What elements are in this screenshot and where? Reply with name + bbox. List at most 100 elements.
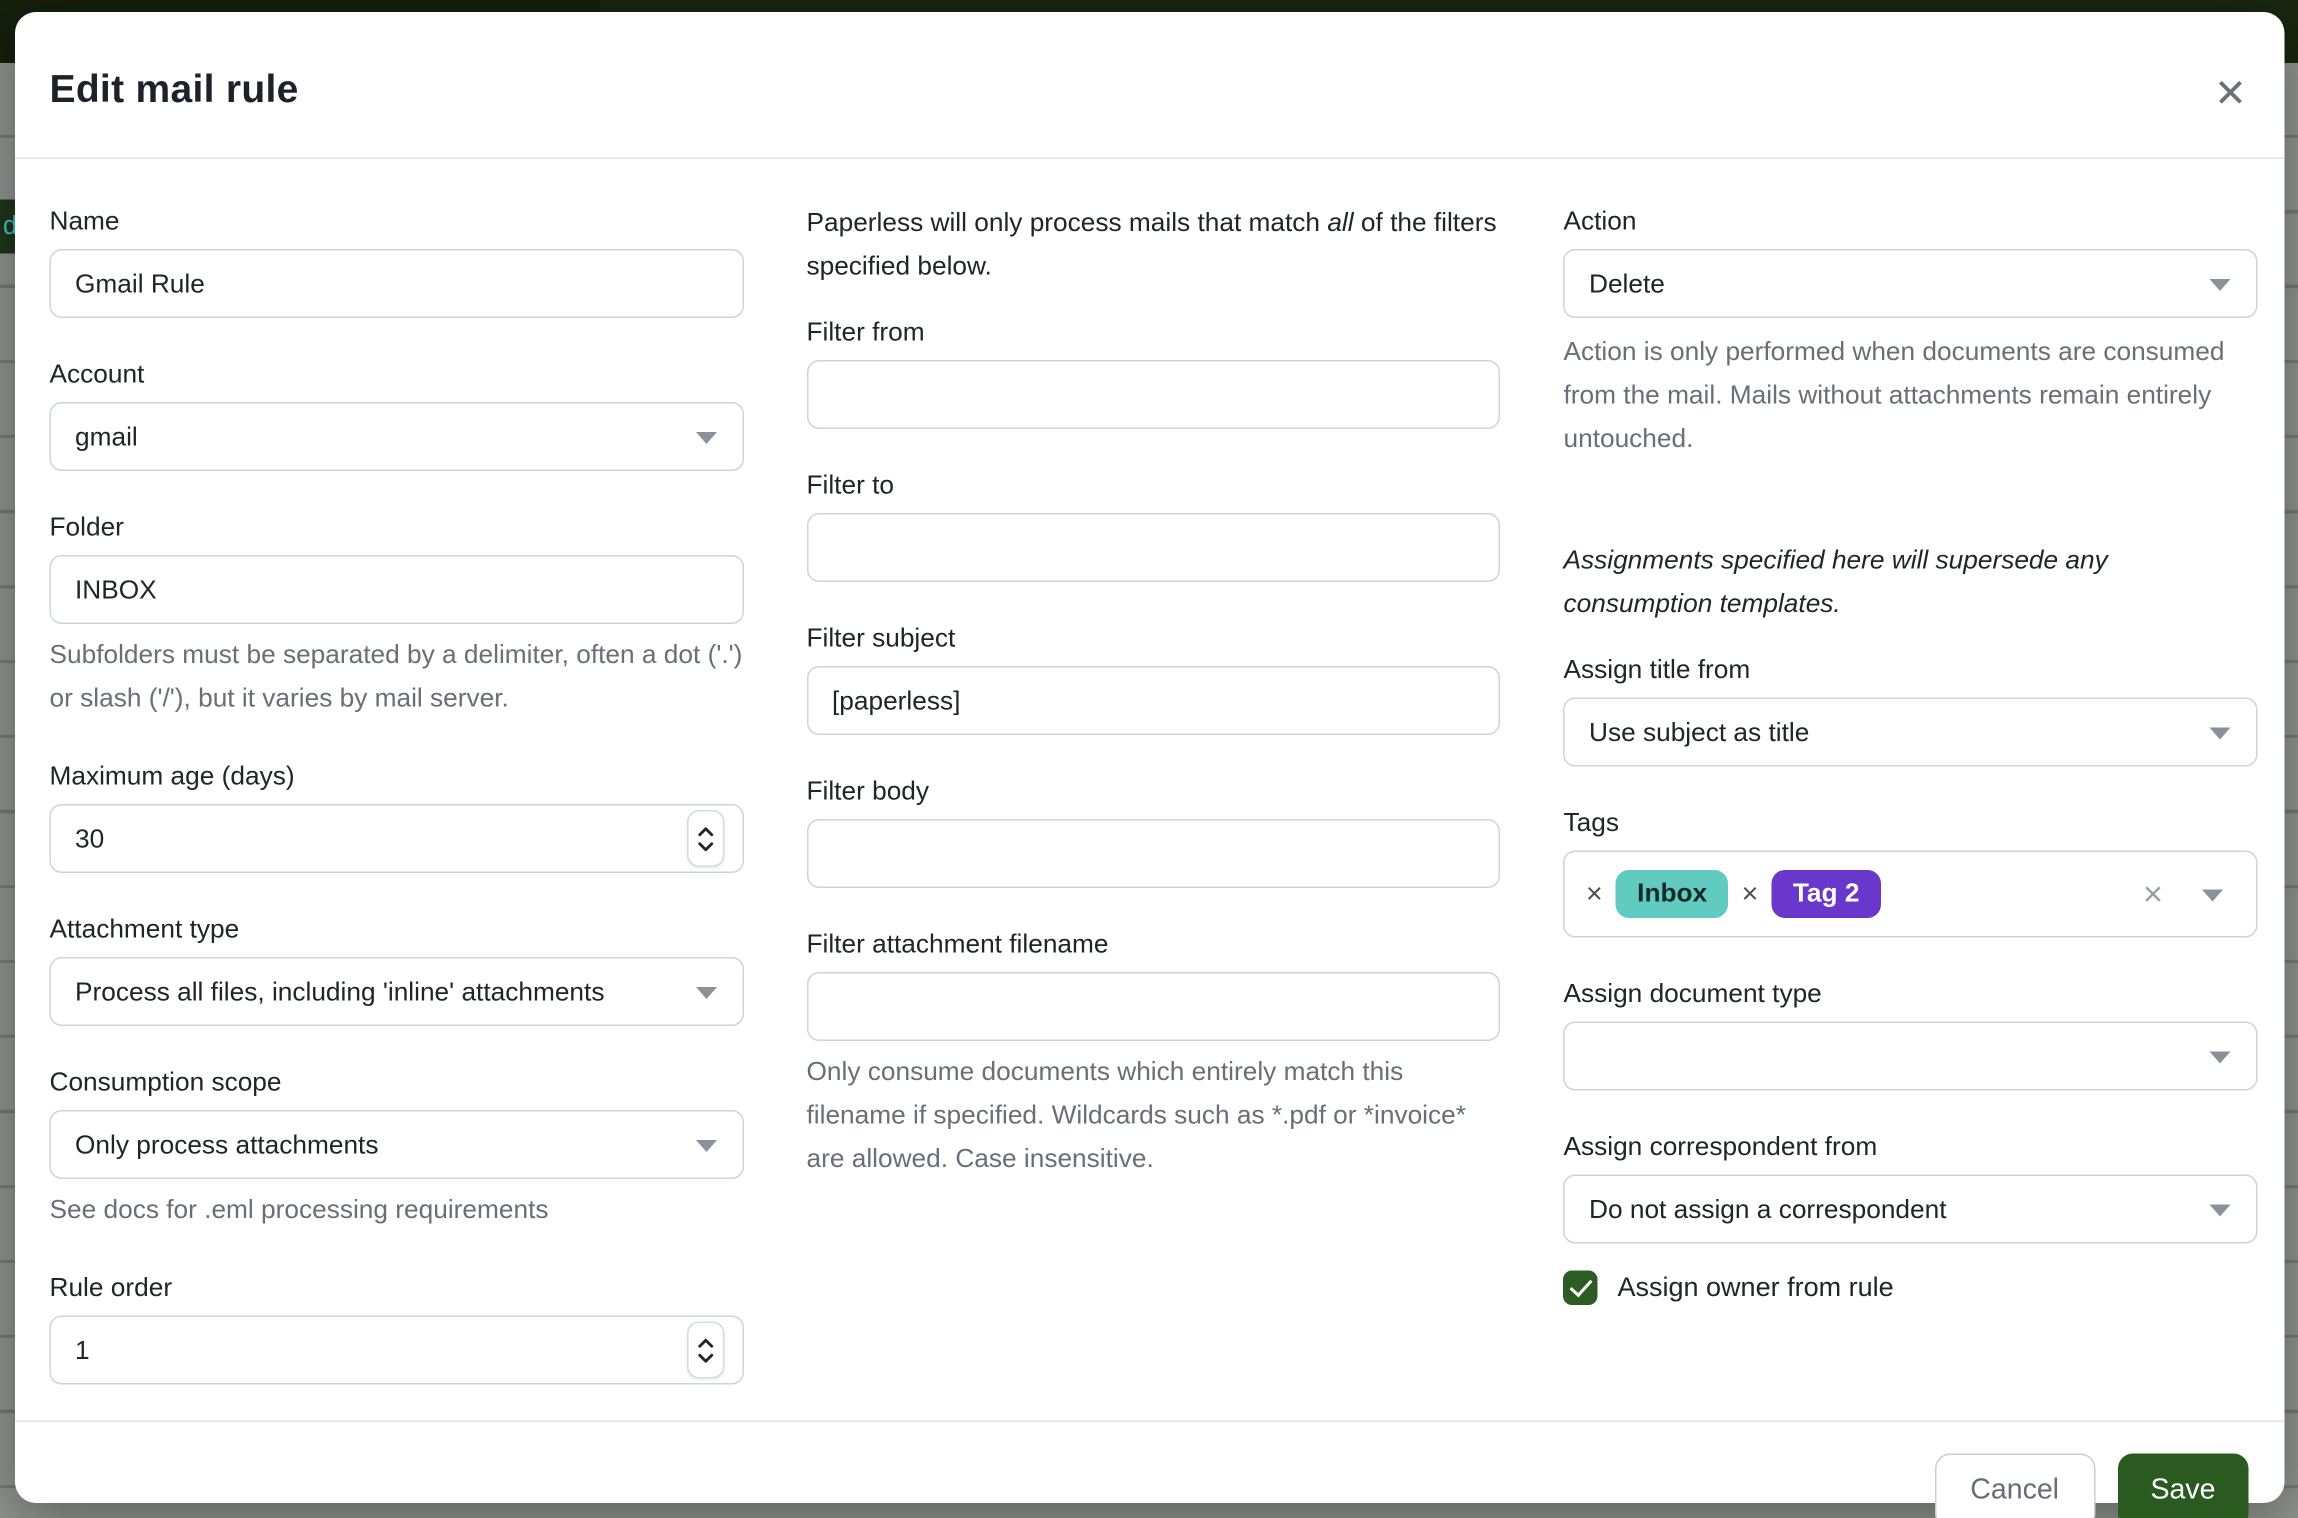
filter-to-input[interactable]: [806, 513, 1501, 582]
close-icon[interactable]: ✕: [2204, 66, 2258, 120]
field-assign-doc-type: Assign document type: [1563, 974, 2258, 1091]
filter-body-label: Filter body: [806, 775, 930, 806]
dialog-header: Edit mail rule ✕: [15, 12, 2285, 159]
field-filter-subject: Filter subject: [806, 618, 1501, 735]
field-consumption-scope: Consumption scope Only process attachmen…: [49, 1062, 744, 1232]
chevron-down-icon: [2209, 727, 2231, 740]
filter-attachment-filename-input[interactable]: [806, 972, 1501, 1041]
assignments-note: Assignments specified here will supersed…: [1563, 544, 2108, 619]
rule-order-label: Rule order: [49, 1272, 173, 1302]
action-value: Delete: [1588, 267, 1665, 298]
name-label: Name: [49, 205, 120, 236]
tags-label: Tags: [1563, 807, 1619, 837]
rule-order-input[interactable]: [49, 1315, 744, 1385]
assign-correspondent-label: Assign correspondent from: [1563, 1131, 1878, 1161]
field-action: Action Delete Action is only performed w…: [1563, 201, 2258, 461]
filter-attachment-filename-label: Filter attachment filename: [806, 928, 1109, 959]
filters-intro-text: Paperless will only process mails that m…: [806, 207, 1497, 281]
filter-subject-input[interactable]: [806, 666, 1501, 735]
assign-doc-type-label: Assign document type: [1563, 978, 1822, 1008]
chevron-down-icon: [697, 1353, 713, 1362]
filter-from-label: Filter from: [806, 316, 925, 347]
field-account: Account gmail: [49, 354, 744, 471]
chevron-down-icon: [2201, 889, 2223, 902]
save-button[interactable]: Save: [2117, 1453, 2249, 1518]
field-filter-attachment-filename: Filter attachment filename Only consume …: [806, 924, 1501, 1181]
field-rule-order: Rule order: [49, 1268, 744, 1385]
field-filter-to: Filter to: [806, 465, 1501, 582]
field-tags: Tags × Inbox × Tag 2 ×: [1563, 803, 2258, 938]
chevron-down-icon: [695, 987, 717, 999]
dialog-body: Name Account gmail Folder: [15, 159, 2285, 1421]
chevron-down-icon: [2209, 1051, 2231, 1064]
dialog-title: Edit mail rule: [49, 66, 299, 111]
attachment-type-value: Process all files, including 'inline' at…: [75, 975, 605, 1006]
tag-chip[interactable]: Inbox: [1616, 870, 1729, 918]
field-folder: Folder Subfolders must be separated by a…: [49, 507, 744, 720]
assign-correspondent-select[interactable]: Do not assign a correspondent: [1563, 1174, 2258, 1244]
consumption-scope-value: Only process attachments: [75, 1128, 379, 1159]
action-label: Action: [1563, 205, 1637, 236]
action-hint: Action is only performed when documents …: [1563, 336, 2225, 453]
chevron-down-icon: [697, 841, 713, 851]
chevron-down-icon: [2209, 1204, 2231, 1217]
assign-correspondent-value: Do not assign a correspondent: [1588, 1193, 1947, 1224]
chevron-down-icon: [695, 432, 717, 444]
folder-label: Folder: [49, 511, 124, 542]
field-assign-correspondent: Assign correspondent from Do not assign …: [1563, 1127, 2258, 1244]
clear-tags-icon[interactable]: ×: [2142, 873, 2163, 913]
remove-tag-icon[interactable]: ×: [1585, 878, 1603, 910]
tags-chips: × Inbox × Tag 2: [1585, 870, 1881, 918]
number-stepper[interactable]: [686, 810, 724, 867]
name-input[interactable]: [49, 249, 744, 318]
column-actions-assignments: Action Delete Action is only performed w…: [1563, 201, 2258, 1421]
max-age-label: Maximum age (days): [49, 760, 295, 791]
assign-doc-type-select[interactable]: [1563, 1021, 2258, 1091]
assign-title-select[interactable]: Use subject as title: [1563, 697, 2258, 767]
intro-emphasis: all: [1327, 207, 1354, 237]
assign-title-label: Assign title from: [1563, 654, 1751, 684]
chevron-down-icon: [2209, 279, 2231, 291]
column-filters: Paperless will only process mails that m…: [806, 201, 1501, 1421]
folder-input[interactable]: [49, 555, 744, 624]
filter-from-input[interactable]: [806, 360, 1501, 429]
edit-mail-rule-dialog: Edit mail rule ✕ Name Account gmail: [15, 12, 2285, 1518]
field-max-age: Maximum age (days): [49, 756, 744, 873]
field-name: Name: [49, 201, 744, 318]
field-assign-title: Assign title from Use subject as title: [1563, 650, 2258, 767]
assign-owner-checkbox[interactable]: [1563, 1270, 1598, 1305]
number-stepper[interactable]: [686, 1321, 724, 1379]
account-select[interactable]: gmail: [49, 402, 744, 471]
cancel-button[interactable]: Cancel: [1934, 1453, 2096, 1518]
field-filter-from: Filter from: [806, 312, 1501, 429]
max-age-input[interactable]: [49, 804, 744, 873]
assign-owner-label: Assign owner from rule: [1617, 1272, 1894, 1302]
chevron-up-icon: [697, 1338, 713, 1347]
consumption-scope-hint: See docs for .eml processing requirement…: [49, 1194, 549, 1224]
remove-tag-icon[interactable]: ×: [1741, 878, 1759, 910]
chevron-up-icon: [697, 826, 713, 836]
tags-select[interactable]: × Inbox × Tag 2 ×: [1563, 850, 2258, 938]
chevron-down-icon: [695, 1140, 717, 1152]
account-label: Account: [49, 358, 145, 389]
column-mailbox-settings: Name Account gmail Folder: [49, 201, 744, 1421]
account-value: gmail: [75, 420, 138, 451]
attachment-type-select[interactable]: Process all files, including 'inline' at…: [49, 957, 744, 1026]
field-attachment-type: Attachment type Process all files, inclu…: [49, 909, 744, 1026]
action-select[interactable]: Delete: [1563, 249, 2258, 318]
tag-chip[interactable]: Tag 2: [1771, 870, 1881, 918]
folder-hint: Subfolders must be separated by a delimi…: [49, 639, 743, 713]
assign-title-value: Use subject as title: [1588, 716, 1810, 747]
consumption-scope-label: Consumption scope: [49, 1066, 282, 1097]
dialog-footer: Cancel Save: [15, 1420, 2285, 1518]
field-assign-owner: Assign owner from rule: [1563, 1270, 2257, 1305]
consumption-scope-select[interactable]: Only process attachments: [49, 1110, 744, 1179]
filter-subject-label: Filter subject: [806, 622, 956, 653]
field-filter-body: Filter body: [806, 771, 1501, 888]
filter-body-input[interactable]: [806, 819, 1501, 888]
filter-to-label: Filter to: [806, 469, 895, 500]
attachment-type-label: Attachment type: [49, 913, 240, 944]
filter-attachment-filename-hint: Only consume documents which entirely ma…: [806, 1056, 1466, 1173]
dimmed-row-text: d: [3, 211, 18, 241]
